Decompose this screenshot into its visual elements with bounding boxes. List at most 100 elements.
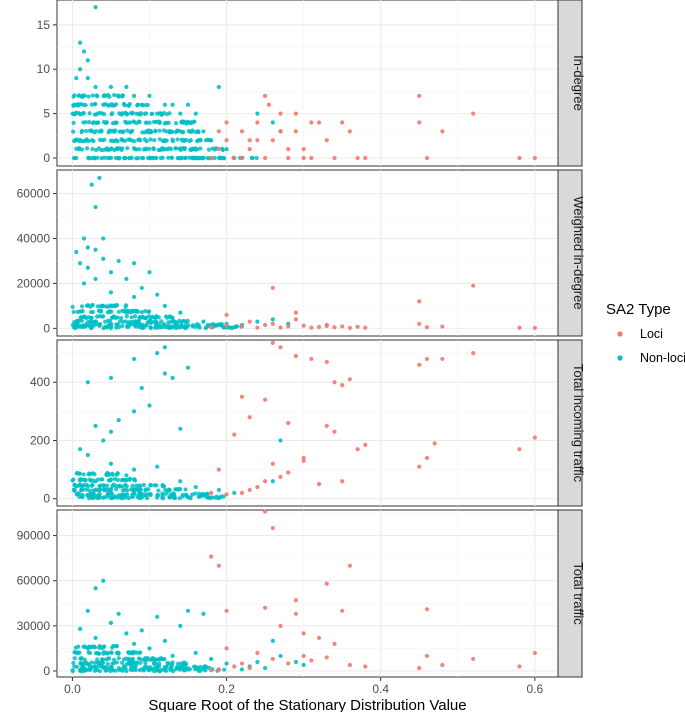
- y-tick-label: 0: [43, 321, 50, 335]
- y-tick-label: 30000: [17, 619, 51, 633]
- data-point: [134, 156, 139, 161]
- data-point: [157, 661, 162, 666]
- data-point: [355, 324, 360, 329]
- data-point: [131, 467, 137, 472]
- data-point: [77, 491, 82, 496]
- data-point: [147, 646, 152, 651]
- data-point: [162, 303, 168, 308]
- data-point: [99, 645, 105, 650]
- data-point: [293, 611, 299, 616]
- data-point: [316, 482, 322, 487]
- y-tick-label: 5: [43, 107, 50, 121]
- data-point: [138, 650, 143, 655]
- data-point: [170, 653, 175, 659]
- data-point: [193, 111, 198, 116]
- data-point: [155, 111, 160, 116]
- data-point: [102, 137, 107, 142]
- panel-background: [56, 169, 559, 337]
- data-point: [124, 631, 129, 636]
- data-point: [79, 138, 84, 143]
- data-point: [124, 276, 129, 282]
- data-point: [183, 661, 189, 666]
- data-point: [286, 324, 291, 329]
- data-point: [198, 146, 203, 151]
- data-point: [110, 111, 115, 116]
- data-point: [138, 660, 143, 665]
- data-point: [168, 146, 174, 151]
- data-point: [131, 641, 137, 647]
- data-point: [255, 120, 260, 125]
- data-point: [161, 484, 167, 489]
- data-point: [82, 323, 87, 328]
- data-point: [232, 664, 237, 669]
- data-point: [131, 487, 136, 492]
- data-point: [85, 380, 90, 385]
- legend-items: Loci Non-loci: [617, 327, 685, 365]
- data-point: [222, 667, 227, 672]
- data-point: [94, 129, 99, 134]
- data-point: [77, 146, 82, 151]
- data-point: [78, 261, 83, 266]
- data-point: [112, 92, 117, 98]
- data-point: [200, 155, 205, 161]
- data-point: [193, 491, 198, 496]
- data-point: [93, 204, 98, 210]
- data-point: [119, 478, 124, 483]
- data-point: [286, 470, 291, 475]
- data-point: [201, 319, 206, 324]
- data-point: [218, 156, 223, 161]
- data-point: [78, 661, 83, 666]
- data-point: [162, 638, 168, 643]
- data-point: [224, 138, 229, 143]
- data-point: [105, 304, 110, 309]
- data-point: [157, 128, 162, 133]
- data-point: [239, 155, 245, 161]
- data-point: [112, 476, 118, 482]
- data-point: [148, 320, 153, 325]
- data-point: [155, 464, 160, 469]
- data-point: [417, 665, 422, 671]
- y-tick-label: 0: [43, 492, 50, 506]
- data-point: [71, 309, 76, 314]
- data-point: [181, 129, 186, 135]
- data-point: [309, 120, 314, 125]
- data-point: [224, 661, 229, 666]
- data-point: [95, 111, 100, 116]
- data-point: [164, 664, 169, 670]
- data-point: [278, 111, 283, 116]
- data-point: [93, 660, 98, 665]
- data-point: [347, 325, 352, 331]
- data-point: [186, 129, 191, 134]
- data-point: [163, 322, 168, 328]
- data-point: [85, 245, 90, 250]
- data-point: [363, 442, 368, 447]
- data-point: [72, 487, 77, 493]
- data-point: [92, 668, 97, 673]
- data-point: [96, 487, 102, 493]
- data-point: [324, 655, 329, 660]
- data-point: [110, 661, 115, 666]
- data-point: [347, 377, 352, 382]
- data-point: [278, 623, 283, 628]
- data-point: [83, 661, 88, 666]
- data-point: [182, 146, 187, 151]
- data-point: [81, 281, 87, 286]
- data-point: [157, 657, 162, 662]
- data-point: [117, 111, 122, 116]
- series-loci: [209, 93, 537, 161]
- series-loci: [209, 340, 537, 497]
- data-point: [175, 156, 180, 161]
- data-point: [160, 146, 166, 152]
- data-point: [301, 455, 306, 461]
- data-point: [124, 111, 129, 116]
- data-point: [128, 110, 134, 116]
- data-point: [89, 128, 94, 133]
- data-point: [83, 120, 88, 125]
- data-point: [86, 472, 91, 477]
- data-point: [186, 323, 191, 328]
- data-point: [255, 650, 260, 656]
- data-point: [440, 324, 445, 329]
- data-point: [106, 147, 111, 152]
- data-point: [145, 155, 151, 161]
